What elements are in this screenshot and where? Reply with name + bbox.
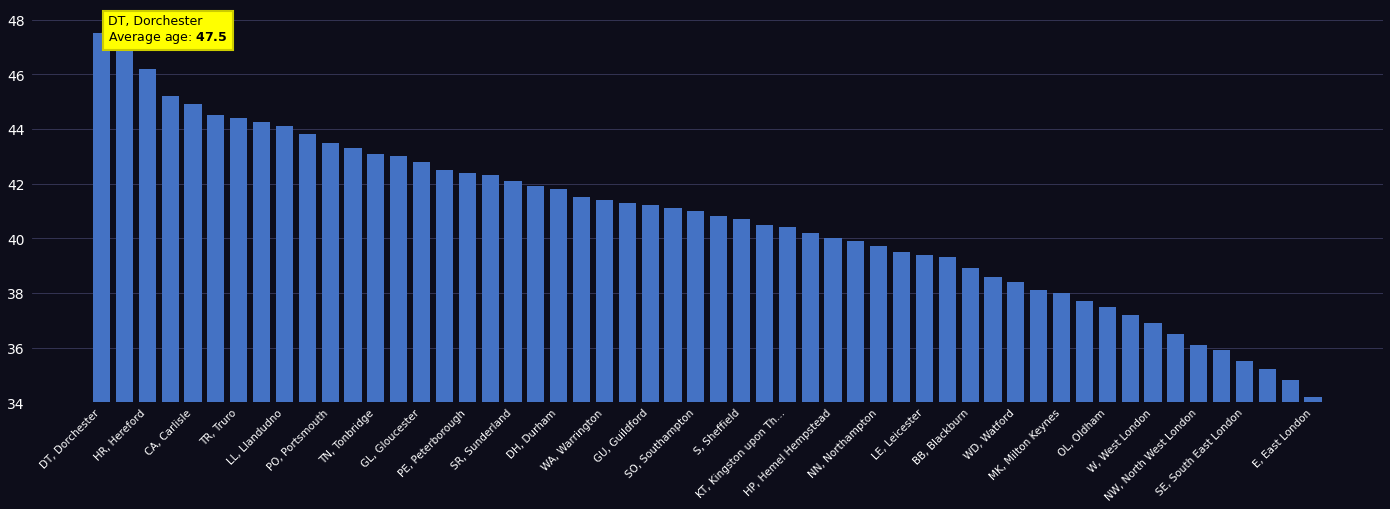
Bar [1008,282,1024,403]
Bar [161,97,179,403]
Bar [1168,334,1184,403]
Bar [1304,397,1322,403]
Bar [824,239,841,403]
Bar [413,162,430,403]
Bar [778,228,796,403]
Bar [802,233,819,403]
Bar [436,171,453,403]
Bar [596,201,613,403]
Bar [1076,301,1093,403]
Bar [1282,381,1298,403]
Bar [207,116,224,403]
Bar [1236,361,1252,403]
Bar [459,174,475,403]
Bar [642,206,659,403]
Bar [1144,323,1162,403]
Bar [1030,291,1047,403]
Bar [848,242,865,403]
Bar [710,217,727,403]
Bar [984,277,1002,403]
Bar [115,40,133,403]
Bar [299,135,316,403]
Bar [345,149,361,403]
Bar [481,176,499,403]
Bar [619,203,635,403]
Bar [275,127,293,403]
Bar [916,255,933,403]
Bar [664,209,681,403]
Bar [185,105,202,403]
Bar [391,157,407,403]
Bar [253,123,270,403]
Bar [733,220,751,403]
Bar [870,247,887,403]
Bar [756,225,773,403]
Bar [573,198,591,403]
Bar [1054,293,1070,403]
Bar [962,269,979,403]
Bar [1213,351,1230,403]
Bar [1190,345,1208,403]
Text: DT, Dorchester
Average age: $\bf{47.5}$: DT, Dorchester Average age: $\bf{47.5}$ [103,15,228,46]
Bar [938,258,956,403]
Bar [505,182,521,403]
Bar [321,144,339,403]
Bar [231,119,247,403]
Bar [550,190,567,403]
Bar [1122,315,1138,403]
Bar [1098,307,1116,403]
Bar [892,252,910,403]
Bar [93,34,110,403]
Bar [139,70,156,403]
Bar [527,187,545,403]
Bar [367,154,385,403]
Bar [1259,370,1276,403]
Bar [687,212,705,403]
